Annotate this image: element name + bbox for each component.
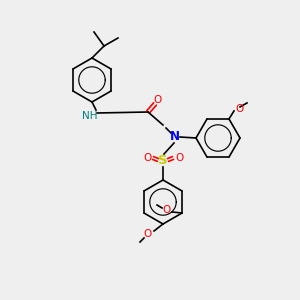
Text: NH: NH — [82, 111, 98, 121]
Text: S: S — [158, 154, 168, 166]
Text: N: N — [170, 130, 180, 143]
Text: O: O — [144, 229, 152, 239]
Text: O: O — [162, 205, 170, 215]
Text: O: O — [143, 153, 151, 163]
Text: O: O — [175, 153, 183, 163]
Text: O: O — [154, 95, 162, 105]
Text: O: O — [235, 104, 243, 114]
